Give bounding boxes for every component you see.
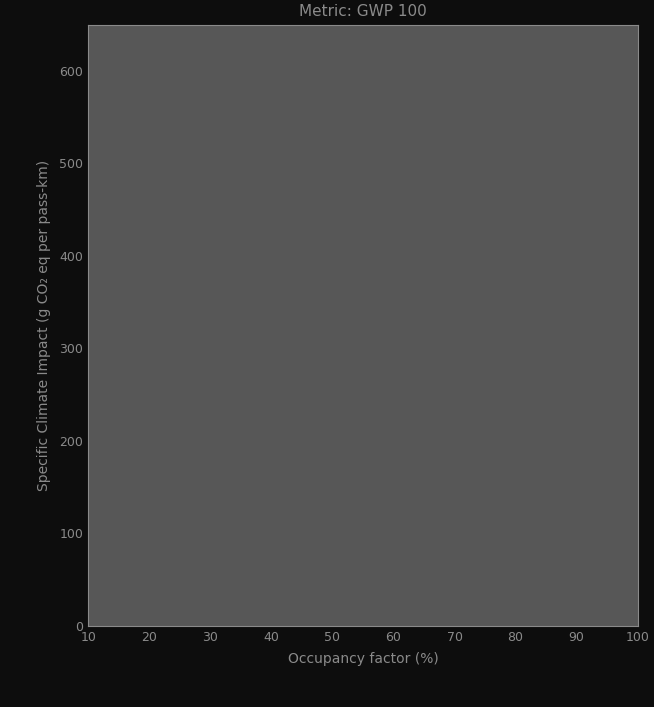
X-axis label: Occupancy factor (%): Occupancy factor (%) [288, 652, 438, 666]
Title: Metric: GWP 100: Metric: GWP 100 [299, 4, 427, 19]
Y-axis label: Specific Climate Impact (g CO₂ eq per pass-km): Specific Climate Impact (g CO₂ eq per pa… [37, 160, 51, 491]
